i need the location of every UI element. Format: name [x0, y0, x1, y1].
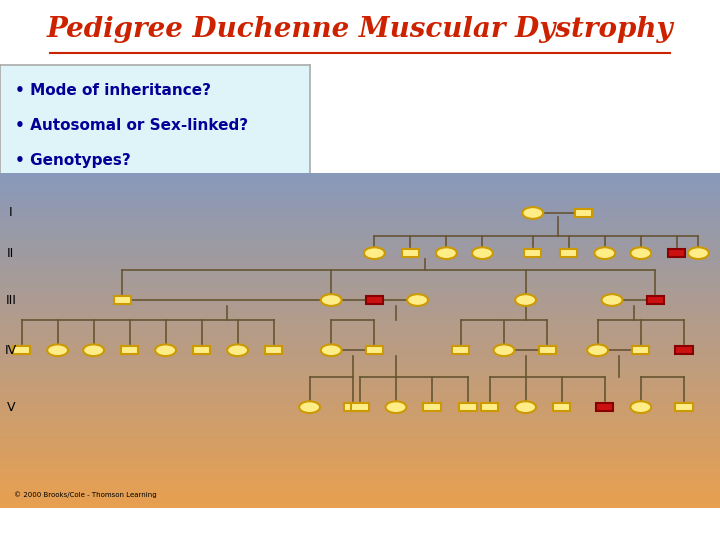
Bar	[344, 403, 361, 411]
Ellipse shape	[595, 247, 616, 259]
Ellipse shape	[523, 207, 544, 219]
Text: • Autosomal or Sex-linked?: • Autosomal or Sex-linked?	[16, 118, 248, 133]
Ellipse shape	[631, 247, 652, 259]
Bar	[596, 403, 613, 411]
Bar	[366, 346, 383, 354]
Text: • Genotypes?: • Genotypes?	[16, 152, 131, 167]
Bar	[423, 403, 441, 411]
Ellipse shape	[516, 401, 536, 413]
Bar	[553, 403, 570, 411]
Bar	[265, 346, 282, 354]
Ellipse shape	[300, 401, 320, 413]
Ellipse shape	[386, 401, 406, 413]
Bar	[675, 403, 693, 411]
Text: II: II	[7, 247, 14, 260]
Ellipse shape	[321, 345, 341, 356]
Bar	[459, 403, 477, 411]
Text: V: V	[6, 401, 15, 414]
Ellipse shape	[631, 401, 652, 413]
Ellipse shape	[436, 247, 457, 259]
Ellipse shape	[156, 345, 176, 356]
Ellipse shape	[516, 294, 536, 306]
Bar	[366, 296, 383, 304]
Bar	[524, 249, 541, 257]
Ellipse shape	[688, 247, 708, 259]
Text: IV: IV	[5, 344, 17, 357]
Text: © 2000 Brooks/Cole - Thomson Learning: © 2000 Brooks/Cole - Thomson Learning	[14, 491, 157, 497]
Ellipse shape	[408, 294, 428, 306]
Ellipse shape	[601, 294, 623, 306]
Text: Pedigree Duchenne Muscular Dystrophy: Pedigree Duchenne Muscular Dystrophy	[47, 16, 673, 43]
Ellipse shape	[493, 345, 515, 356]
Bar	[668, 249, 685, 257]
Bar	[647, 296, 664, 304]
Bar	[560, 249, 577, 257]
Ellipse shape	[321, 294, 341, 306]
Bar	[121, 346, 138, 354]
Bar	[632, 346, 649, 354]
Text: • Mode of inheritance?: • Mode of inheritance?	[16, 83, 212, 98]
Bar	[13, 346, 30, 354]
Bar	[193, 346, 210, 354]
Bar	[452, 346, 469, 354]
Ellipse shape	[588, 345, 608, 356]
Bar	[675, 346, 693, 354]
Bar	[402, 249, 419, 257]
Ellipse shape	[364, 247, 385, 259]
Text: I: I	[9, 206, 13, 219]
Ellipse shape	[48, 345, 68, 356]
Text: III: III	[5, 294, 17, 307]
Bar	[481, 403, 498, 411]
Ellipse shape	[84, 345, 104, 356]
Bar	[539, 346, 556, 354]
Bar	[575, 209, 592, 217]
Bar	[351, 403, 369, 411]
Ellipse shape	[472, 247, 493, 259]
Bar	[114, 296, 131, 304]
Ellipse shape	[227, 345, 248, 356]
